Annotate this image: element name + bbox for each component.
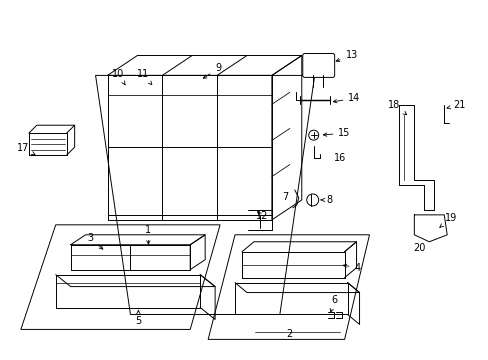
Text: 4: 4	[343, 263, 360, 273]
Text: 11: 11	[137, 69, 151, 85]
Text: 12: 12	[255, 211, 267, 221]
Text: 5: 5	[135, 310, 141, 327]
Text: 9: 9	[203, 63, 221, 78]
Text: 19: 19	[439, 213, 456, 227]
Text: 10: 10	[112, 69, 125, 85]
Text: 13: 13	[335, 50, 357, 62]
Text: 17: 17	[17, 143, 35, 155]
Text: 3: 3	[87, 233, 102, 249]
Text: 18: 18	[387, 100, 406, 115]
FancyBboxPatch shape	[302, 54, 334, 77]
Text: 15: 15	[323, 128, 350, 138]
Text: 20: 20	[412, 243, 425, 253]
Text: 6: 6	[329, 294, 337, 312]
Text: 16: 16	[333, 153, 345, 163]
Text: 2: 2	[286, 329, 292, 339]
Text: 21: 21	[446, 100, 465, 110]
Text: 14: 14	[333, 93, 360, 103]
Text: 8: 8	[320, 195, 332, 205]
Text: 7: 7	[281, 192, 287, 202]
Text: 1: 1	[145, 225, 151, 244]
